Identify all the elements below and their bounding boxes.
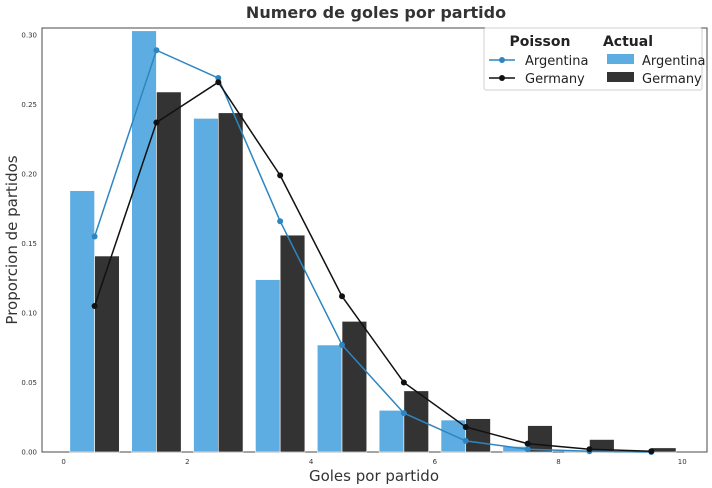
bar-germany-3 [279,234,306,453]
poisson-point-argentina-1 [153,47,160,54]
poisson-point-germany-5 [400,379,407,386]
bar-germany-1 [156,91,182,453]
bar-argentina-2 [193,118,219,453]
y-tick-labels: 0.00 0.05 0.10 0.15 0.20 0.25 0.30 [21,31,37,456]
y-axis-label: Proporcion de partidos [3,155,21,324]
poisson-line-argentina [93,49,652,453]
poisson-point-argentina-7 [524,446,531,453]
poisson-point-argentina-2 [215,75,222,82]
bar-argentina-0 [69,190,95,453]
legend: Poisson Actual Argentina Germany Argenti… [483,27,705,91]
bar-germany-5 [403,390,429,453]
plot-area [41,27,708,453]
bar-germany-7 [527,425,553,453]
poisson-point-argentina-5 [400,410,407,417]
poisson-point-germany-2 [215,79,222,86]
y-tick-0.10: 0.10 [21,309,37,317]
poisson-point-argentina-0 [91,233,98,240]
poisson-line-germany [93,81,652,453]
bar-argentina-1 [131,30,157,453]
poisson-point-argentina-6 [462,437,469,444]
poisson-point-germany-0 [91,303,98,310]
bar-argentina-5 [378,409,405,453]
bar-germany-4 [341,321,368,453]
y-tick-0.25: 0.25 [21,101,37,109]
poisson-point-germany-8 [586,446,593,453]
legend-poisson-germany-marker [499,75,505,81]
legend-poisson-argentina-marker [499,57,505,63]
legend-actual-germany-swatch [607,72,634,82]
bar-argentina-4 [316,344,343,453]
x-tick-0: 0 [61,458,65,466]
legend-box [483,27,703,91]
legend-actual-argentina-label: Argentina [642,54,705,69]
x-tick-8: 8 [556,458,560,466]
legend-actual-germany-label: Germany [642,72,702,87]
y-tick-0.00: 0.00 [21,449,37,457]
y-tick-0.20: 0.20 [21,170,37,178]
x-tick-2: 2 [185,458,189,466]
x-tick-10: 10 [678,458,687,466]
poisson-point-germany-4 [339,293,346,300]
poisson-point-germany-9 [648,448,655,455]
poisson-point-argentina-3 [277,218,284,225]
bar-germany-6 [465,418,491,453]
poisson-point-argentina-4 [339,341,346,348]
bar-argentina-6 [440,419,467,453]
y-tick-0.30: 0.30 [21,31,37,39]
bar-germany-0 [94,255,120,453]
poisson-point-germany-6 [462,423,469,430]
legend-poisson-germany-label: Germany [525,72,585,87]
poisson-point-germany-3 [277,172,284,179]
x-tick-4: 4 [309,458,314,466]
bar-argentina-3 [255,279,281,453]
poisson-point-germany-7 [524,440,531,447]
x-axis-label: Goles por partido [309,467,439,485]
legend-poisson-title: Poisson [510,34,571,50]
chart-title: Numero de goles por partido [246,3,506,22]
y-tick-0.05: 0.05 [21,379,37,387]
bars-group [69,30,677,453]
bar-germany-9 [651,447,677,453]
legend-actual-title: Actual [603,34,653,50]
legend-actual-argentina-swatch [607,54,634,64]
poisson-lines-group [91,47,655,455]
bar-germany-2 [218,112,244,453]
x-tick-labels: 0 2 4 6 8 10 [61,458,686,466]
poisson-point-germany-1 [153,119,160,126]
y-tick-0.15: 0.15 [21,240,37,248]
legend-poisson-argentina-label: Argentina [525,54,588,69]
x-tick-6: 6 [433,458,438,466]
